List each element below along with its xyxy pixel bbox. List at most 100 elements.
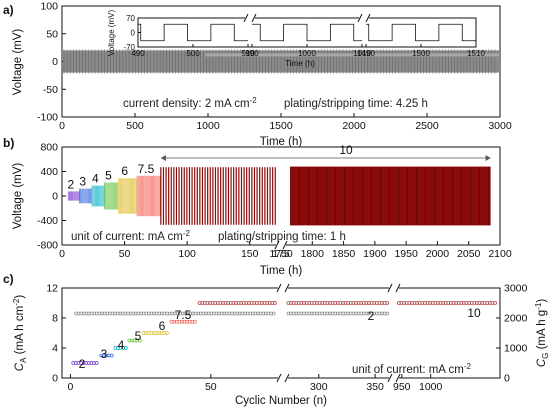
gravimetric-capacity-marker xyxy=(348,311,353,316)
y-left-tick-label: 4 xyxy=(52,343,58,355)
areal-capacity-marker-10 xyxy=(493,301,497,305)
axis-break-top-gap xyxy=(389,283,399,293)
areal-capacity-marker-3 xyxy=(102,353,106,358)
gravimetric-capacity-marker xyxy=(185,311,190,316)
areal-capacity-marker-2 xyxy=(73,361,78,365)
gravimetric-capacity-marker xyxy=(211,311,216,316)
inset-x-tick-label: 1500 xyxy=(412,49,430,58)
gravimetric-capacity-marker xyxy=(84,311,89,316)
gravimetric-capacity-marker xyxy=(341,311,345,316)
gravimetric-capacity-marker xyxy=(167,311,172,316)
inset-square-wave xyxy=(252,23,362,42)
areal-capacity-marker-10 xyxy=(348,301,353,305)
gravimetric-capacity-marker xyxy=(196,311,201,316)
gravimetric-capacity-marker xyxy=(94,311,99,316)
panel-b-ylabel: Voltage (mV) xyxy=(12,163,24,230)
gravimetric-capacity-marker xyxy=(162,311,167,316)
gravimetric-capacity-marker xyxy=(131,311,136,316)
y-right-tick-label: 1000 xyxy=(504,343,528,355)
panel-c-unit-note: unit of current: mA cm-2 xyxy=(352,362,472,376)
areal-capacity-marker-10 xyxy=(385,301,390,305)
gravimetric-capacity-marker xyxy=(374,311,379,316)
areal-capacity-marker-7.5 xyxy=(192,319,197,324)
gravimetric-capacity-marker xyxy=(309,311,314,316)
inset-y-tick-label: 70 xyxy=(126,14,135,23)
gravimetric-capacity-marker xyxy=(286,311,291,316)
gravimetric-capacity-marker xyxy=(243,311,247,316)
gravimetric-capacity-marker xyxy=(230,311,234,316)
gravimetric-capacity-marker xyxy=(115,311,120,316)
gravimetric-capacity-marker xyxy=(271,311,276,316)
gravimetric-capacity-marker xyxy=(157,311,162,316)
areal-capacity-marker-2 xyxy=(86,361,91,365)
gravimetric-capacity-marker xyxy=(76,311,81,316)
x-tick-label: 350 xyxy=(366,381,384,393)
y-left-tick-label: 8 xyxy=(52,313,58,325)
x-tick-label: 1800 xyxy=(301,248,325,260)
x-tick-label: 1900 xyxy=(363,248,387,260)
gravimetric-capacity-marker xyxy=(149,311,154,316)
areal-capacity-marker-7.5 xyxy=(172,319,177,324)
x-tick-label: 500 xyxy=(126,120,144,132)
areal-capacity-marker-10 xyxy=(482,301,487,305)
voltage-step-10-dense xyxy=(290,166,491,226)
areal-capacity-marker-3 xyxy=(109,353,114,358)
x-tick-label: 300 xyxy=(310,381,328,393)
areal-capacity-marker-2 xyxy=(94,361,99,365)
axis-break-top-slash xyxy=(276,283,282,293)
y-tick-label: -100 xyxy=(37,112,58,124)
areal-capacity-marker-10 xyxy=(273,301,277,305)
gravimetric-capacity-marker xyxy=(261,311,266,316)
gravimetric-capacity-marker xyxy=(356,311,361,316)
inset-x-tick-label: 490 xyxy=(131,49,145,58)
areal-capacity-marker-2 xyxy=(76,361,81,365)
gravimetric-capacity-marker xyxy=(315,311,319,316)
areal-capacity-marker-10 xyxy=(456,301,461,305)
areal-capacity-marker-7.5 xyxy=(185,319,190,324)
areal-capacity-marker-7.5 xyxy=(190,319,195,324)
y-tick-label: 400 xyxy=(40,166,58,178)
panel-c-current-labels: 2 345 6 7.5 10 2 xyxy=(79,306,481,371)
inset-axis-break-slash xyxy=(357,13,363,23)
x-tick-label: 0 xyxy=(59,248,65,260)
y-tick-label: 50 xyxy=(46,28,58,40)
x-tick-label: 950 xyxy=(393,381,411,393)
gravimetric-capacity-marker xyxy=(256,311,260,316)
inset-x-tick-label: 1010 xyxy=(353,49,371,58)
gravimetric-capacity-marker xyxy=(139,311,143,316)
x-tick-label: 2100 xyxy=(488,248,512,260)
areal-capacity-marker-10 xyxy=(213,301,218,305)
panel-b-plating-time: plating/stripping time: 1 h xyxy=(218,231,346,243)
areal-capacity-marker-2 xyxy=(89,361,94,365)
gravimetric-capacity-marker xyxy=(89,311,94,316)
gravimetric-capacity-marker xyxy=(154,311,159,316)
gravimetric-capacity-marker xyxy=(240,311,245,316)
gravimetric-capacity-marker xyxy=(209,311,214,316)
panel-a-plating-time: plating/stripping time: 4.25 h xyxy=(284,98,428,110)
gravimetric-capacity-marker xyxy=(320,311,325,316)
panel-a-current-density: current density: 2 mA cm-2 xyxy=(123,96,257,110)
gravimetric-capacity-marker xyxy=(367,311,371,316)
areal-capacity-marker-10 xyxy=(247,301,251,305)
panel-b-label: b) xyxy=(3,136,14,150)
x-tick-label: 1000 xyxy=(419,381,443,393)
gravimetric-capacity-marker xyxy=(333,311,338,316)
gravimetric-capacity-marker xyxy=(307,311,312,316)
gravimetric-capacity-marker xyxy=(198,311,203,316)
gravimetric-capacity-marker xyxy=(227,311,232,316)
areal-capacity-marker-7.5 xyxy=(177,319,182,324)
gravimetric-capacity-marker xyxy=(188,311,193,316)
gravimetric-capacity-marker xyxy=(245,311,250,316)
areal-capacity-marker-4 xyxy=(121,346,126,350)
gravimetric-capacity-marker xyxy=(269,311,273,316)
areal-capacity-marker-10 xyxy=(430,301,435,305)
areal-capacity-marker-10 xyxy=(417,301,422,305)
gravimetric-capacity-marker xyxy=(110,311,115,316)
gravimetric-capacity-marker xyxy=(302,311,306,316)
gravimetric-capacity-marker xyxy=(294,311,299,316)
current-label-4: 4 xyxy=(92,172,99,186)
inset-ylabel: Voltage (mV) xyxy=(107,10,116,57)
areal-capacity-marker-10 xyxy=(404,301,409,305)
areal-capacity-marker-10 xyxy=(335,301,340,305)
